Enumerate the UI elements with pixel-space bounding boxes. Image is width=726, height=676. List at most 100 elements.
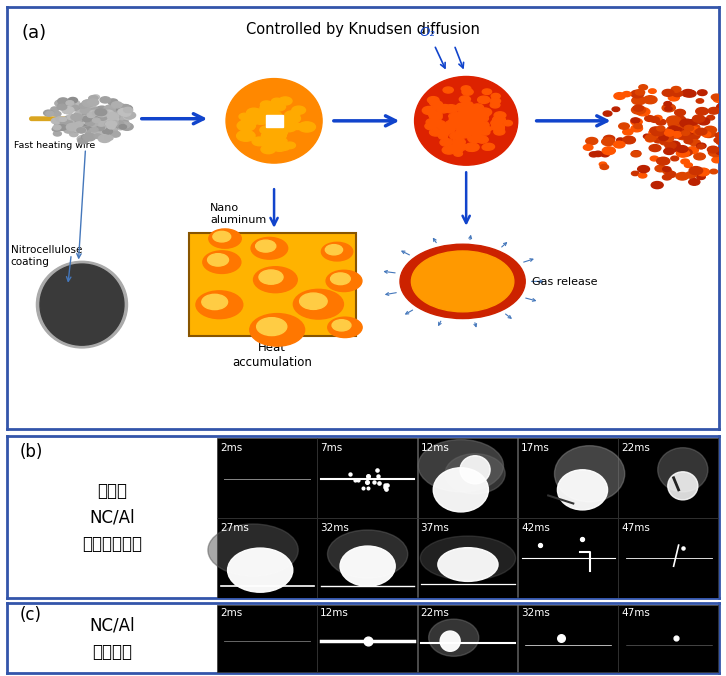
Circle shape: [106, 127, 118, 134]
Circle shape: [83, 133, 96, 141]
Circle shape: [684, 139, 693, 143]
Circle shape: [108, 112, 119, 118]
Circle shape: [83, 116, 93, 122]
Circle shape: [673, 129, 682, 135]
Circle shape: [693, 115, 705, 122]
Circle shape: [428, 97, 439, 103]
Point: [373, 478, 385, 489]
Circle shape: [613, 141, 625, 148]
Circle shape: [88, 117, 97, 122]
Circle shape: [682, 126, 694, 132]
Circle shape: [467, 112, 481, 120]
Circle shape: [684, 125, 693, 131]
Circle shape: [91, 130, 103, 136]
Circle shape: [293, 289, 343, 319]
Circle shape: [459, 118, 472, 126]
Circle shape: [633, 105, 643, 111]
Circle shape: [82, 118, 90, 122]
Circle shape: [680, 149, 692, 156]
Circle shape: [665, 129, 677, 136]
Circle shape: [456, 125, 468, 132]
Circle shape: [79, 114, 87, 119]
Text: NC/Al
나노입자: NC/Al 나노입자: [90, 617, 135, 661]
Circle shape: [272, 98, 282, 105]
Circle shape: [648, 89, 656, 93]
Circle shape: [95, 109, 107, 116]
Circle shape: [661, 130, 674, 137]
Circle shape: [112, 101, 122, 108]
Circle shape: [237, 120, 256, 131]
Circle shape: [250, 314, 305, 346]
Circle shape: [632, 171, 639, 176]
Bar: [619, 605, 718, 671]
Ellipse shape: [668, 472, 698, 500]
Circle shape: [430, 128, 442, 136]
Circle shape: [83, 116, 96, 122]
Circle shape: [468, 124, 481, 133]
Bar: [619, 438, 718, 518]
Ellipse shape: [420, 536, 515, 580]
Circle shape: [106, 112, 116, 117]
Circle shape: [285, 111, 300, 120]
Circle shape: [681, 159, 689, 164]
Point: [372, 464, 383, 475]
Circle shape: [265, 104, 278, 112]
Circle shape: [476, 136, 488, 143]
Circle shape: [663, 134, 672, 139]
Circle shape: [690, 124, 700, 130]
Circle shape: [697, 174, 705, 180]
Circle shape: [672, 128, 683, 135]
Circle shape: [107, 113, 118, 120]
Bar: [518, 438, 618, 518]
Circle shape: [696, 107, 709, 115]
Circle shape: [86, 105, 97, 113]
Circle shape: [54, 118, 64, 123]
Circle shape: [78, 138, 88, 144]
Circle shape: [86, 120, 94, 126]
Circle shape: [82, 110, 94, 117]
Point: [369, 477, 380, 487]
Circle shape: [678, 131, 691, 139]
Ellipse shape: [658, 448, 708, 492]
Ellipse shape: [433, 468, 489, 512]
Point: [381, 479, 393, 490]
Circle shape: [78, 128, 86, 133]
Ellipse shape: [445, 454, 505, 494]
Circle shape: [99, 109, 107, 114]
Circle shape: [439, 105, 451, 112]
Circle shape: [123, 114, 134, 120]
Circle shape: [689, 127, 698, 132]
Circle shape: [115, 106, 123, 111]
Circle shape: [714, 138, 722, 143]
Circle shape: [298, 122, 316, 132]
Circle shape: [115, 107, 126, 114]
Circle shape: [593, 151, 603, 157]
Circle shape: [715, 132, 725, 138]
Circle shape: [460, 114, 473, 121]
Circle shape: [322, 242, 353, 261]
Circle shape: [325, 245, 343, 255]
Circle shape: [603, 147, 616, 155]
Circle shape: [665, 131, 673, 136]
Circle shape: [65, 116, 73, 120]
Circle shape: [326, 270, 362, 291]
Text: 12ms: 12ms: [320, 608, 349, 617]
Circle shape: [462, 118, 473, 124]
Ellipse shape: [415, 76, 518, 165]
Text: Heat
accumulation: Heat accumulation: [232, 341, 312, 368]
Circle shape: [62, 107, 73, 114]
Circle shape: [93, 119, 102, 124]
Circle shape: [86, 119, 98, 126]
Circle shape: [669, 126, 679, 132]
Circle shape: [676, 131, 690, 139]
Circle shape: [242, 116, 258, 126]
Bar: [217, 605, 317, 671]
Circle shape: [98, 118, 111, 126]
Circle shape: [623, 137, 635, 144]
Ellipse shape: [418, 439, 503, 492]
Ellipse shape: [555, 445, 624, 502]
Circle shape: [60, 119, 73, 126]
Circle shape: [450, 132, 463, 140]
Bar: [266, 115, 282, 127]
Circle shape: [266, 116, 279, 123]
